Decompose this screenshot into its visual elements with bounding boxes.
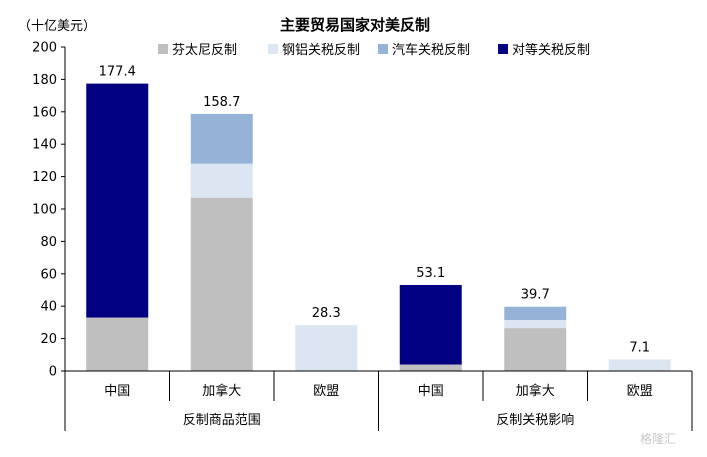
y-tick-label: 60 (40, 267, 57, 282)
x-category-label: 中国 (418, 384, 444, 399)
bar-segment (86, 317, 149, 371)
bar-segment (399, 284, 462, 365)
legend-swatch (158, 44, 168, 54)
legend-label: 汽车关税反制 (392, 42, 470, 58)
y-axis-unit: （十亿美元） (18, 19, 96, 34)
y-tick-label: 200 (32, 41, 57, 56)
y-tick-label: 180 (32, 73, 57, 88)
x-category-label: 加拿大 (516, 383, 555, 399)
y-tick-label: 40 (40, 300, 57, 315)
y-tick-label: 20 (40, 332, 57, 347)
legend-swatch (498, 44, 508, 54)
bar-segment (190, 113, 253, 164)
y-tick-label: 100 (32, 203, 57, 218)
bar-total-label: 53.1 (416, 266, 445, 281)
y-tick-label: 0 (49, 365, 57, 380)
legend: 芬太尼反制 钢铝关税反制 汽车关税反制 对等关税反制 (158, 42, 590, 58)
legend-swatch (378, 44, 388, 54)
y-tick-label: 160 (32, 105, 57, 120)
legend-label: 芬太尼反制 (172, 43, 237, 58)
watermark: 格隆汇 (640, 431, 676, 446)
x-category-label: 中国 (104, 384, 130, 399)
bar-segment (504, 328, 567, 371)
bar-segment (504, 319, 567, 329)
legend-label: 对等关税反制 (512, 42, 590, 58)
bar-total-label: 28.3 (312, 306, 341, 321)
bar-total-label: 39.7 (521, 288, 550, 303)
bar-segment (608, 359, 671, 371)
chart-title: 主要贸易国家对美反制 (280, 16, 430, 34)
bar-total-label: 7.1 (629, 340, 650, 355)
x-group-label: 反制关税影响 (496, 412, 574, 428)
plot-area: 177.4 158.7 28.3 53.1 39.7 7.1 (86, 65, 671, 371)
x-category-label: 加拿大 (202, 383, 241, 399)
y-tick-label: 140 (32, 138, 57, 153)
x-category-label: 欧盟 (313, 384, 339, 399)
bar-segment (399, 364, 462, 371)
bar-segment (504, 306, 567, 320)
y-tick-label: 120 (32, 170, 57, 185)
x-category-label: 欧盟 (627, 384, 653, 399)
legend-swatch (268, 44, 278, 54)
bar-total-label: 158.7 (203, 95, 240, 110)
x-group-label: 反制商品范围 (183, 413, 261, 428)
legend-label: 钢铝关税反制 (282, 43, 360, 58)
bar-segment (190, 163, 253, 198)
bar-segment (295, 325, 358, 371)
bar-segment (190, 197, 253, 371)
bar-segment (86, 83, 149, 318)
bar-total-label: 177.4 (99, 65, 136, 80)
y-tick-label: 80 (40, 235, 57, 250)
axes: 0 20 40 60 80 100 120 140 160 180 200 中国 加拿大 欧盟 中国 加拿大 欧… (32, 41, 693, 431)
